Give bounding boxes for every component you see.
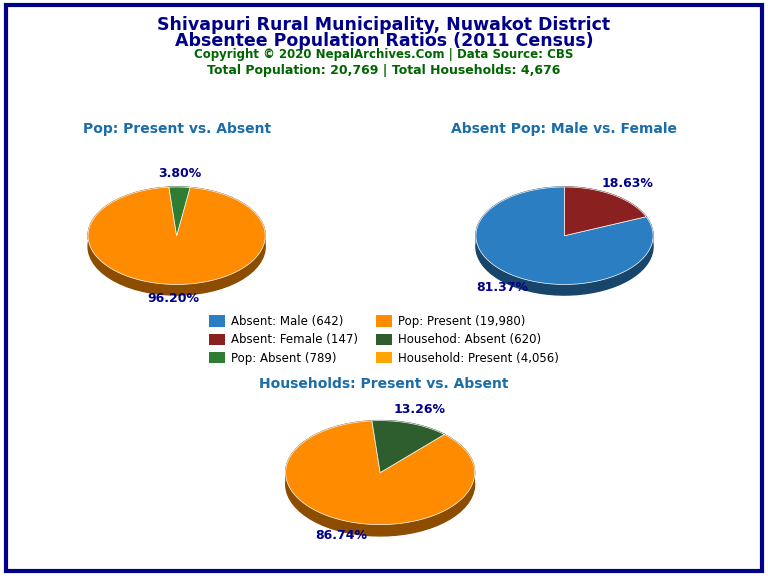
Polygon shape [88, 187, 265, 295]
Legend: Absent: Male (642), Absent: Female (147), Pop: Absent (789), Pop: Present (19,98: Absent: Male (642), Absent: Female (147)… [204, 310, 564, 369]
Polygon shape [476, 187, 653, 285]
Polygon shape [372, 421, 380, 484]
Text: 86.74%: 86.74% [315, 529, 367, 542]
Polygon shape [564, 217, 646, 247]
Polygon shape [564, 217, 646, 247]
Polygon shape [169, 187, 190, 198]
Text: Copyright © 2020 NepalArchives.Com | Data Source: CBS: Copyright © 2020 NepalArchives.Com | Dat… [194, 48, 574, 62]
Title: Pop: Present vs. Absent: Pop: Present vs. Absent [83, 122, 270, 136]
Text: 3.80%: 3.80% [159, 167, 202, 180]
Polygon shape [177, 188, 190, 247]
Polygon shape [380, 434, 445, 484]
Polygon shape [286, 421, 475, 525]
Polygon shape [564, 187, 646, 228]
Text: 13.26%: 13.26% [393, 403, 445, 416]
Polygon shape [169, 187, 177, 247]
Polygon shape [476, 187, 653, 295]
Polygon shape [372, 420, 445, 446]
Polygon shape [372, 420, 445, 473]
Text: 18.63%: 18.63% [601, 177, 653, 190]
Polygon shape [169, 187, 190, 236]
Polygon shape [564, 187, 646, 236]
Text: 81.37%: 81.37% [476, 281, 528, 294]
Text: Shivapuri Rural Municipality, Nuwakot District: Shivapuri Rural Municipality, Nuwakot Di… [157, 16, 611, 34]
Polygon shape [88, 187, 265, 285]
Text: 96.20%: 96.20% [147, 291, 199, 305]
Polygon shape [169, 187, 177, 247]
Polygon shape [380, 434, 445, 484]
Polygon shape [177, 188, 190, 247]
Polygon shape [286, 421, 475, 536]
Text: Absentee Population Ratios (2011 Census): Absentee Population Ratios (2011 Census) [174, 32, 594, 50]
Polygon shape [372, 421, 380, 484]
Text: Total Population: 20,769 | Total Households: 4,676: Total Population: 20,769 | Total Househo… [207, 64, 561, 77]
Title: Absent Pop: Male vs. Female: Absent Pop: Male vs. Female [452, 122, 677, 136]
Text: Households: Present vs. Absent: Households: Present vs. Absent [260, 377, 508, 391]
